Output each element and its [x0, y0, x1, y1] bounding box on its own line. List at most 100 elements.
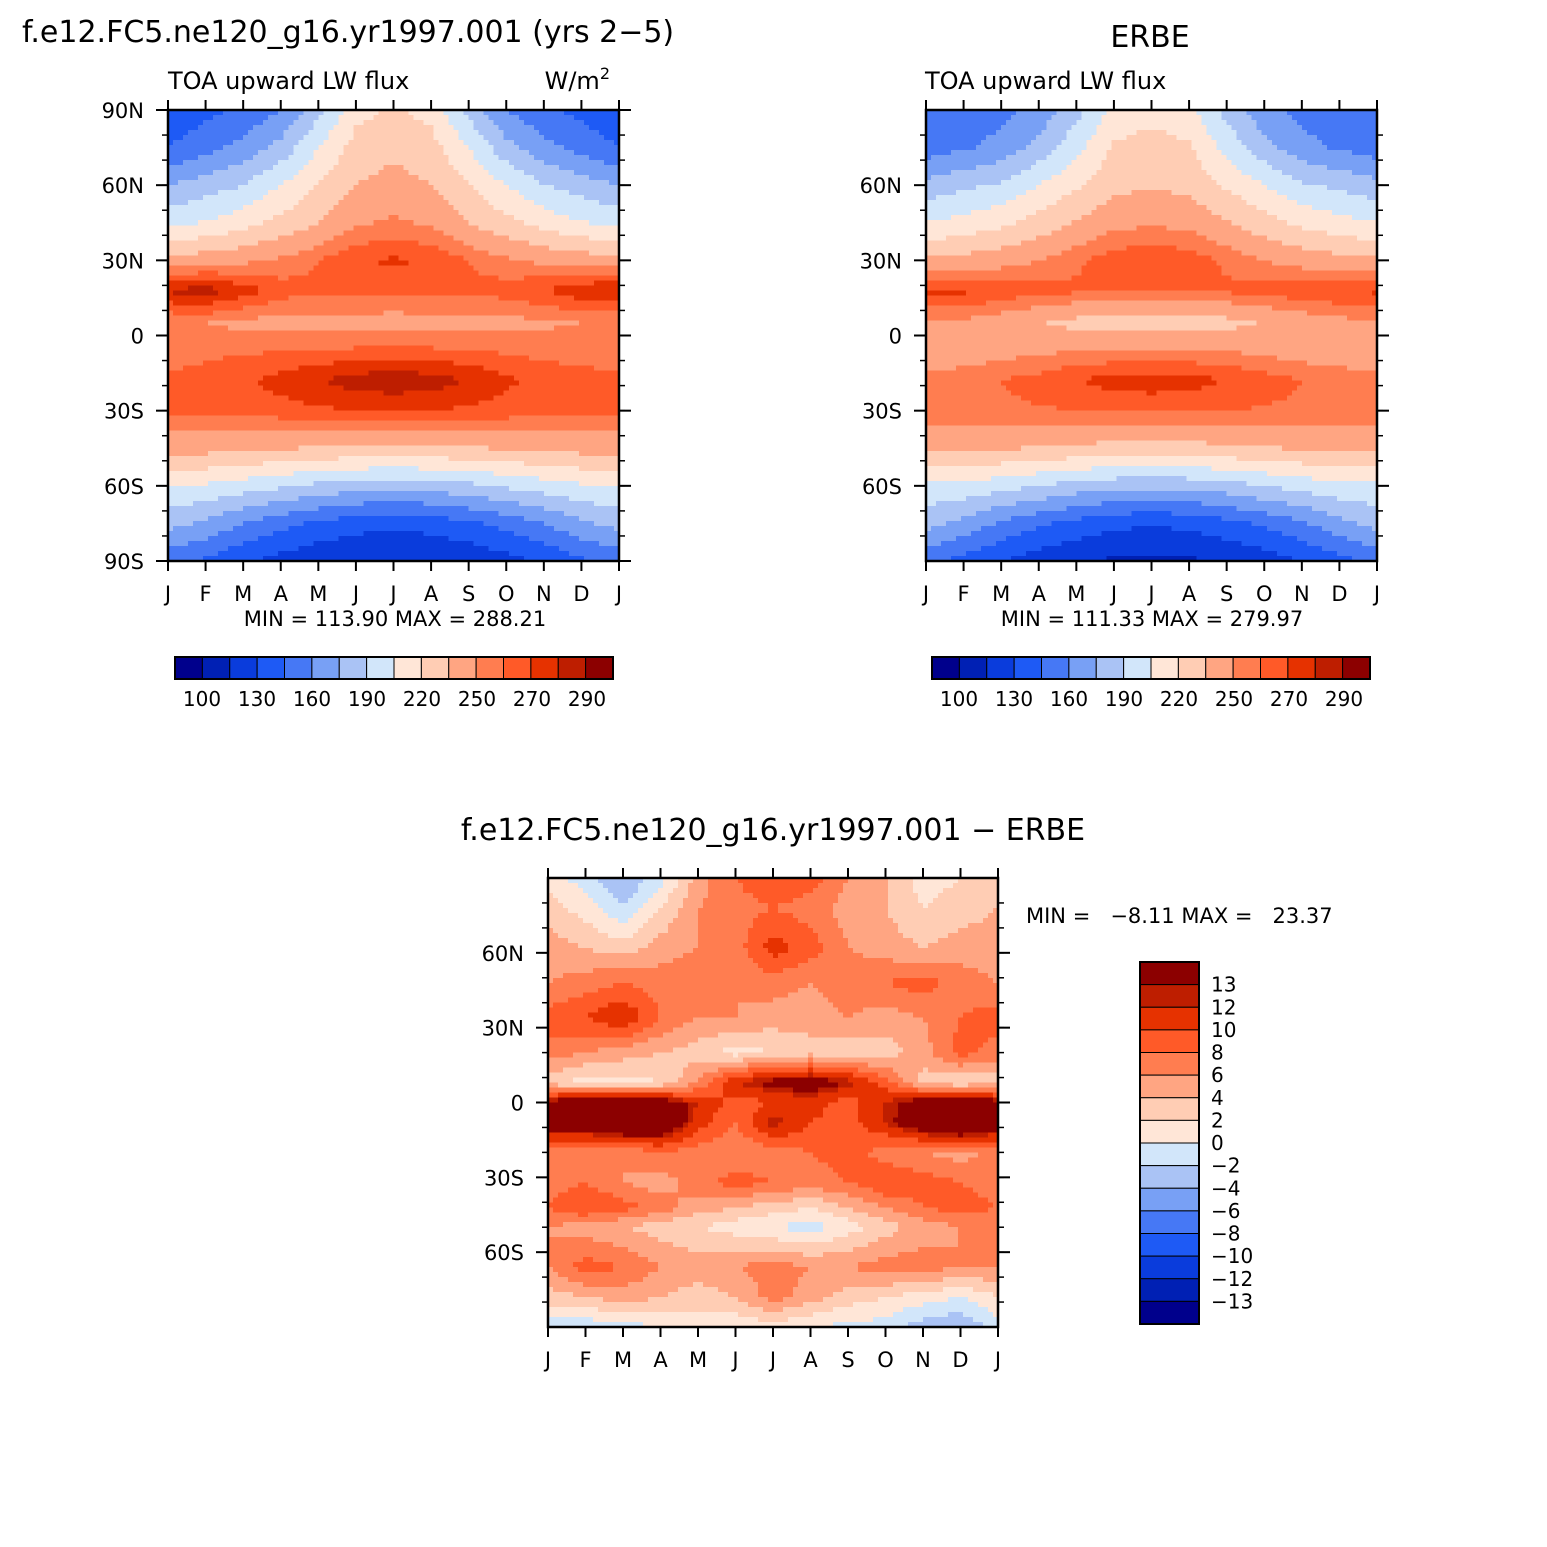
- contour-cell: [323, 150, 329, 156]
- contour-cell: [263, 175, 269, 181]
- contour-cell: [538, 135, 545, 141]
- contour-cell: [188, 215, 194, 221]
- contour-cell: [573, 260, 580, 266]
- contour-cell: [608, 205, 615, 211]
- contour-cell: [398, 130, 405, 136]
- contour-cell: [253, 160, 259, 166]
- contour-cell: [428, 130, 435, 136]
- contour-cell: [558, 330, 565, 337]
- contour-cell: [233, 385, 239, 392]
- contour-cell: [573, 115, 580, 121]
- contour-cell: [373, 385, 380, 392]
- contour-cell: [408, 185, 415, 191]
- contour-cell: [328, 195, 334, 201]
- contour-cell: [438, 230, 445, 236]
- contour-cell: [408, 295, 415, 302]
- contour-cell: [468, 130, 475, 136]
- contour-cell: [433, 370, 440, 377]
- contour-cell: [483, 255, 490, 261]
- contour-cell: [363, 385, 370, 392]
- contour-cell: [578, 235, 585, 241]
- contour-cell: [613, 195, 620, 201]
- contour-cell: [248, 230, 254, 236]
- contour-cell: [463, 250, 470, 256]
- contour-cell: [318, 290, 324, 297]
- contour-cell: [543, 220, 550, 226]
- contour-cell: [413, 165, 420, 171]
- contour-cell: [403, 140, 410, 146]
- contour-cell: [238, 135, 244, 141]
- contour-cell: [178, 365, 184, 372]
- contour-cell: [463, 290, 470, 297]
- contour-cell: [258, 250, 264, 256]
- contour-cell: [573, 380, 580, 387]
- contour-cell: [353, 305, 360, 312]
- contour-cell: [283, 175, 289, 181]
- contour-cell: [463, 210, 470, 216]
- contour-cell: [533, 245, 540, 251]
- contour-cell: [368, 290, 375, 297]
- contour-cell: [398, 215, 405, 221]
- contour-cell: [473, 360, 480, 367]
- contour-cell: [273, 285, 279, 291]
- contour-cell: [528, 280, 535, 286]
- contour-cell: [173, 265, 179, 271]
- contour-cell: [338, 345, 344, 352]
- contour-cell: [313, 220, 319, 226]
- contour-cell: [178, 325, 184, 332]
- contour-cell: [503, 310, 510, 317]
- contour-cell: [608, 275, 615, 281]
- contour-cell: [518, 160, 525, 166]
- contour-cell: [283, 190, 289, 196]
- contour-cell: [233, 190, 239, 196]
- contour-cell: [603, 115, 610, 121]
- contour-cell: [213, 180, 219, 186]
- contour-cell: [578, 295, 585, 302]
- contour-cell: [183, 265, 189, 271]
- contour-cell: [613, 145, 620, 151]
- contour-cell: [393, 130, 400, 136]
- contour-cell: [608, 145, 615, 151]
- contour-cell: [243, 305, 249, 312]
- contour-cell: [533, 370, 540, 377]
- contour-cell: [463, 220, 470, 226]
- contour-cell: [453, 210, 460, 216]
- contour-cell: [333, 325, 339, 332]
- contour-cell: [598, 150, 605, 156]
- contour-cell: [563, 180, 570, 186]
- contour-cell: [513, 340, 520, 347]
- contour-cell: [258, 230, 264, 236]
- contour-cell: [568, 195, 575, 201]
- contour-cell: [208, 320, 214, 327]
- contour-cell: [438, 160, 445, 166]
- contour-cell: [288, 110, 294, 116]
- contour-cell: [438, 190, 445, 196]
- contour-cell: [553, 110, 560, 116]
- contour-cell: [433, 175, 440, 181]
- contour-cell: [383, 200, 390, 206]
- contour-cell: [373, 335, 380, 342]
- contour-cell: [358, 200, 365, 206]
- contour-cell: [308, 110, 314, 116]
- contour-cell: [303, 290, 309, 297]
- contour-cell: [173, 160, 179, 166]
- contour-cell: [548, 205, 555, 211]
- contour-cell: [528, 330, 535, 337]
- contour-cell: [383, 115, 390, 121]
- contour-cell: [303, 355, 309, 362]
- contour-cell: [178, 375, 184, 382]
- contour-cell: [293, 290, 299, 297]
- contour-cell: [513, 355, 520, 362]
- contour-cell: [168, 160, 174, 166]
- contour-cell: [243, 270, 249, 276]
- contour-cell: [478, 155, 485, 161]
- contour-cell: [523, 230, 530, 236]
- contour-cell: [363, 250, 370, 256]
- contour-cell: [328, 330, 334, 337]
- contour-cell: [378, 350, 385, 357]
- contour-cell: [593, 230, 600, 236]
- contour-cell: [573, 110, 580, 116]
- contour-cell: [213, 310, 219, 317]
- contour-cell: [413, 195, 420, 201]
- contour-cell: [613, 370, 620, 377]
